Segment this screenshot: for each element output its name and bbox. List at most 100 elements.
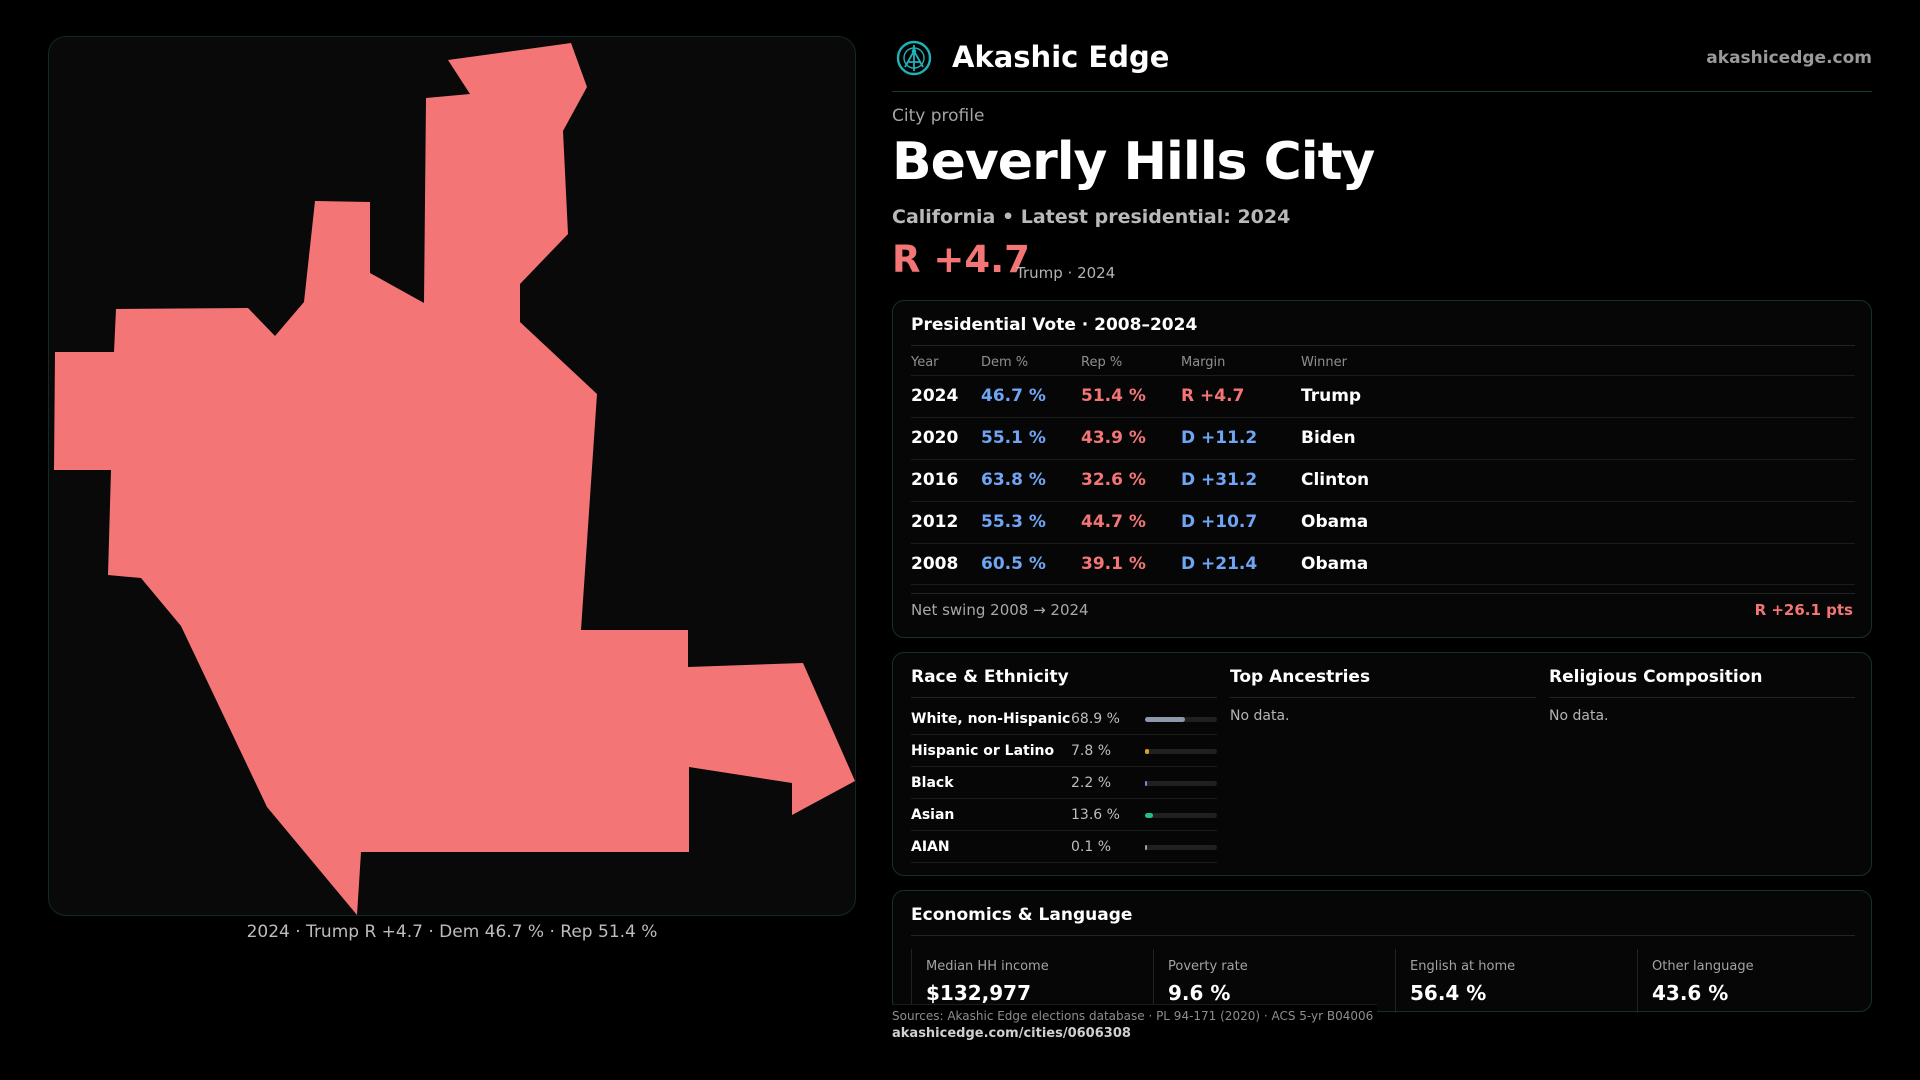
column-header-rep: Rep %	[1081, 355, 1123, 370]
stat-value: 43.6 %	[1652, 981, 1729, 1005]
margin-cell: D +21.4	[1181, 554, 1258, 574]
table-row: 2020 55.1 % 43.9 % D +11.2 Biden	[911, 417, 1855, 459]
race-section-title: Race & Ethnicity	[911, 667, 1069, 687]
economics-card-title: Economics & Language	[911, 905, 1133, 925]
column-header-winner: Winner	[1301, 355, 1348, 370]
divider	[911, 935, 1855, 936]
rep-cell: 39.1 %	[1081, 554, 1146, 574]
race-row: AIAN 0.1 %	[911, 831, 1217, 863]
column-header-margin: Margin	[1181, 355, 1226, 370]
winner-cell: Obama	[1301, 554, 1369, 574]
column-header-year: Year	[911, 355, 939, 370]
race-share-bar-fill	[1145, 813, 1153, 818]
dem-cell: 60.5 %	[981, 554, 1046, 574]
year-cell: 2012	[911, 512, 959, 532]
year-cell: 2020	[911, 428, 959, 448]
rep-cell: 44.7 %	[1081, 512, 1146, 532]
brand-url-link[interactable]: akashicedge.com	[1706, 48, 1872, 68]
margin-cell: D +11.2	[1181, 428, 1258, 448]
sources-note: Sources: Akashic Edge elections database…	[892, 1004, 1377, 1023]
race-name: Asian	[911, 807, 955, 823]
race-name: White, non-Hispanic	[911, 711, 1071, 727]
race-row: Hispanic or Latino 7.8 %	[911, 735, 1217, 767]
race-share-bar	[1145, 749, 1217, 754]
race-share-bar	[1145, 845, 1217, 850]
divider	[911, 345, 1855, 346]
page-subtitle: California • Latest presidential: 2024	[892, 206, 1291, 228]
table-row: 2024 46.7 % 51.4 % R +4.7 Trump	[911, 375, 1855, 417]
race-row: White, non-Hispanic 68.9 %	[911, 703, 1217, 735]
divider	[911, 697, 1217, 698]
brand-name[interactable]: Akashic Edge	[952, 40, 1170, 74]
race-share-bar-fill	[1145, 781, 1147, 786]
margin-cell: D +10.7	[1181, 512, 1258, 532]
religion-section-title: Religious Composition	[1549, 667, 1763, 687]
vote-table-header: Year Dem % Rep % Margin Winner	[911, 351, 1855, 375]
year-cell: 2008	[911, 554, 959, 574]
stat-value: 56.4 %	[1410, 981, 1487, 1005]
race-percent: 2.2 %	[1071, 775, 1112, 791]
race-row: Asian 13.6 %	[911, 799, 1217, 831]
table-row: 2012 55.3 % 44.7 % D +10.7 Obama	[911, 501, 1855, 543]
race-percent: 68.9 %	[1071, 711, 1120, 727]
year-cell: 2016	[911, 470, 959, 490]
stat-label: Poverty rate	[1168, 959, 1248, 974]
table-row: 2016 63.8 % 32.6 % D +31.2 Clinton	[911, 459, 1855, 501]
page-url-link[interactable]: akashicedge.com/cities/0606308	[892, 1026, 1131, 1041]
stat-value: 9.6 %	[1168, 981, 1231, 1005]
brand-header: Akashic Edge akashicedge.com	[892, 34, 1872, 92]
economics-card: Economics & Language Median HH income $1…	[892, 890, 1872, 1013]
map-caption: 2024 · Trump R +4.7 · Dem 46.7 % · Rep 5…	[246, 922, 658, 942]
rep-cell: 32.6 %	[1081, 470, 1146, 490]
winner-cell: Clinton	[1301, 470, 1370, 490]
demographics-card: Race & Ethnicity White, non-Hispanic 68.9…	[892, 652, 1872, 876]
race-name: Black	[911, 775, 954, 791]
stat-poverty-rate: Poverty rate 9.6 %	[1153, 949, 1395, 1013]
religion-empty-text: No data.	[1549, 708, 1609, 724]
divider	[1549, 697, 1855, 698]
stat-label: English at home	[1410, 959, 1516, 974]
dem-cell: 55.3 %	[981, 512, 1046, 532]
winner-cell: Obama	[1301, 512, 1369, 532]
dem-cell: 46.7 %	[981, 386, 1046, 406]
ancestries-section: Top Ancestries No data.	[1230, 653, 1536, 877]
stat-label: Other language	[1652, 959, 1754, 974]
race-share-bar	[1145, 781, 1217, 786]
city-boundary-shape	[54, 43, 855, 915]
presidential-vote-card: Presidential Vote · 2008–2024 Year Dem %…	[892, 300, 1872, 638]
compass-icon[interactable]	[896, 40, 932, 76]
year-cell: 2024	[911, 386, 959, 406]
divider	[911, 593, 1855, 594]
race-share-bar-fill	[1145, 845, 1147, 850]
race-name: AIAN	[911, 839, 950, 855]
race-share-bar	[1145, 813, 1217, 818]
vote-card-title: Presidential Vote · 2008–2024	[911, 315, 1198, 335]
city-boundary-map	[48, 36, 856, 916]
ancestries-empty-text: No data.	[1230, 708, 1290, 724]
religion-section: Religious Composition No data.	[1549, 653, 1855, 877]
race-share-bar	[1145, 717, 1217, 722]
latest-margin-note: Trump · 2024	[1016, 264, 1116, 282]
margin-cell: D +31.2	[1181, 470, 1258, 490]
race-share-bar-fill	[1145, 717, 1185, 722]
page-eyebrow: City profile	[892, 106, 985, 126]
city-boundary-polygon	[54, 43, 855, 915]
race-share-bar-fill	[1145, 749, 1149, 754]
divider	[1230, 697, 1536, 698]
table-row: 2008 60.5 % 39.1 % D +21.4 Obama	[911, 543, 1855, 585]
margin-cell: R +4.7	[1181, 386, 1245, 406]
race-name: Hispanic or Latino	[911, 743, 1055, 759]
winner-cell: Trump	[1301, 386, 1362, 406]
stat-median-income: Median HH income $132,977	[911, 949, 1153, 1013]
stat-other-language: Other language 43.6 %	[1637, 949, 1879, 1013]
race-percent: 0.1 %	[1071, 839, 1112, 855]
net-swing-value: R +26.1 pts	[1754, 601, 1853, 619]
race-row: Black 2.2 %	[911, 767, 1217, 799]
stat-label: Median HH income	[926, 959, 1049, 974]
winner-cell: Biden	[1301, 428, 1356, 448]
stat-value: $132,977	[926, 981, 1032, 1005]
race-percent: 7.8 %	[1071, 743, 1112, 759]
rep-cell: 51.4 %	[1081, 386, 1146, 406]
stat-english-at-home: English at home 56.4 %	[1395, 949, 1637, 1013]
dem-cell: 63.8 %	[981, 470, 1046, 490]
